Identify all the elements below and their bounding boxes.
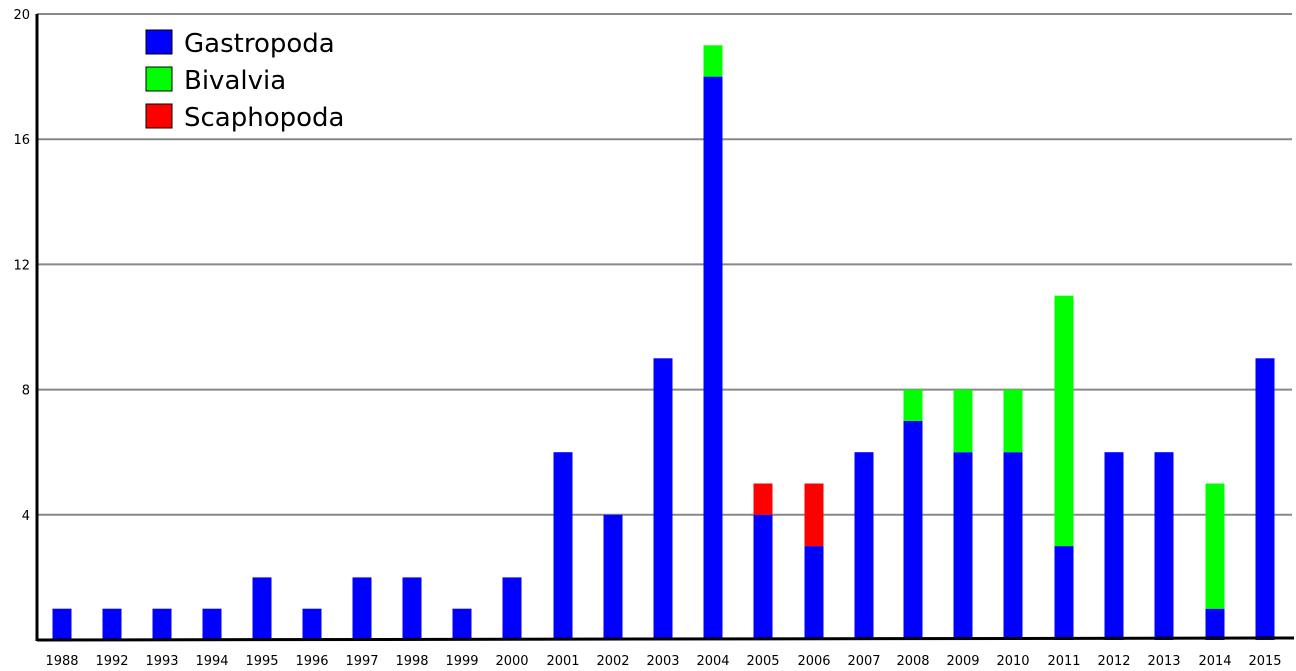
- x-tick-label-2003: 2003: [646, 654, 679, 669]
- x-tick-label-1997: 1997: [345, 654, 378, 669]
- bar-gastropoda-2009: [953, 452, 973, 640]
- bar-gastropoda-2011: [1054, 546, 1074, 640]
- bar-gastropoda-2014: [1205, 608, 1225, 640]
- y-tick-label-20: 20: [13, 8, 30, 23]
- x-tick-label-2007: 2007: [847, 654, 880, 669]
- y-tick-label-4: 4: [22, 509, 30, 524]
- bar-gastropoda-1988: [52, 608, 72, 640]
- bar-gastropoda-2008: [903, 420, 923, 640]
- legend-swatch-gastropoda: [145, 29, 173, 55]
- x-tick-label-2006: 2006: [797, 654, 830, 669]
- x-axis: [36, 636, 1295, 642]
- bar-gastropoda-1994: [202, 608, 222, 640]
- bar-gastropoda-1998: [402, 577, 422, 640]
- x-tick-label-2009: 2009: [946, 654, 979, 669]
- x-tick-label-1992: 1992: [95, 654, 128, 669]
- x-tick-label-1998: 1998: [395, 654, 428, 669]
- bar-gastropoda-2007: [854, 452, 874, 640]
- bar-gastropoda-2004: [703, 76, 723, 641]
- bar-gastropoda-2001: [553, 452, 573, 640]
- bar-bivalvia-2010: [1003, 389, 1023, 453]
- bar-bivalvia-2004: [703, 45, 723, 77]
- bar-gastropoda-1993: [152, 608, 172, 640]
- bars: [52, 45, 1275, 641]
- bar-bivalvia-2009: [953, 389, 973, 453]
- x-tick-label-2014: 2014: [1198, 654, 1231, 669]
- x-tick-label-1999: 1999: [445, 654, 478, 669]
- x-tick-label-2015: 2015: [1248, 654, 1281, 669]
- bar-gastropoda-2013: [1154, 452, 1174, 640]
- y-tick-label-16: 16: [13, 133, 30, 148]
- legend-label-gastropoda: Gastropoda: [184, 29, 335, 59]
- x-tick-label-2011: 2011: [1047, 654, 1080, 669]
- bar-bivalvia-2011: [1054, 295, 1074, 547]
- bar-gastropoda-2003: [653, 358, 673, 640]
- bar-gastropoda-2012: [1104, 452, 1124, 640]
- x-tick-label-2008: 2008: [896, 654, 929, 669]
- x-tick-label-1993: 1993: [145, 654, 178, 669]
- y-tick-label-8: 8: [22, 384, 30, 399]
- x-tick-label-1995: 1995: [245, 654, 278, 669]
- x-tick-label-2002: 2002: [596, 654, 629, 669]
- bar-gastropoda-1995: [252, 577, 272, 640]
- legend-swatch-scaphopoda: [145, 103, 173, 129]
- bar-gastropoda-2015: [1255, 358, 1275, 640]
- legend: Gastropoda Bivalvia Scaphopoda: [145, 29, 344, 133]
- bar-gastropoda-2002: [603, 514, 623, 640]
- x-tick-labels: 1988 1992 1993 1994 1995 1996 1997 1998 1999 2000…: [45, 654, 1281, 669]
- bar-gastropoda-2000: [502, 577, 522, 640]
- legend-label-bivalvia: Bivalvia: [184, 66, 286, 96]
- bar-bivalvia-2008: [903, 389, 923, 421]
- y-tick-label-12: 12: [13, 258, 30, 273]
- bar-gastropoda-2010: [1003, 452, 1023, 640]
- x-tick-label-2013: 2013: [1147, 654, 1180, 669]
- bar-gastropoda-2005: [753, 514, 773, 640]
- x-tick-label-2004: 2004: [696, 654, 729, 669]
- bar-gastropoda-1997: [352, 577, 372, 640]
- x-tick-label-2012: 2012: [1097, 654, 1130, 669]
- bar-scaphopoda-2006: [804, 483, 824, 547]
- bar-gastropoda-1996: [302, 608, 322, 640]
- legend-label-scaphopoda: Scaphopoda: [184, 103, 344, 133]
- x-tick-label-2005: 2005: [746, 654, 779, 669]
- bar-gastropoda-2006: [804, 546, 824, 640]
- bar-scaphopoda-2005: [753, 483, 773, 515]
- x-tick-label-2010: 2010: [996, 654, 1029, 669]
- bar-bivalvia-2014: [1205, 483, 1225, 609]
- y-tick-labels: 4 8 12 16 20: [13, 8, 30, 524]
- bar-gastropoda-1999: [452, 608, 472, 640]
- x-tick-label-2001: 2001: [546, 654, 579, 669]
- x-tick-label-1996: 1996: [295, 654, 328, 669]
- bar-gastropoda-1992: [102, 608, 122, 640]
- legend-swatch-bivalvia: [145, 66, 173, 92]
- axes: [35, 14, 1295, 642]
- gridlines: [37, 13, 1292, 516]
- x-tick-label-2000: 2000: [495, 654, 528, 669]
- x-tick-label-1988: 1988: [45, 654, 78, 669]
- x-tick-label-1994: 1994: [195, 654, 228, 669]
